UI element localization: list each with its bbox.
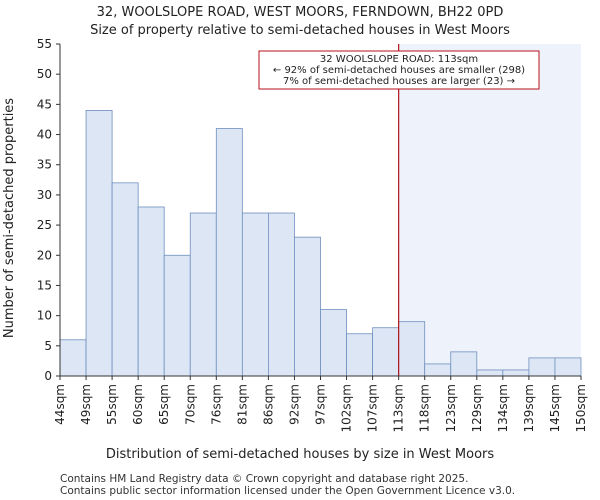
annotation-frame [258,50,540,90]
x-tick-label: 139sqm [522,384,536,432]
annotation-box: 32 WOOLSLOPE ROAD: 113sqm ← 92% of semi-… [258,50,540,90]
footer-line2: Contains public sector information licen… [60,485,515,497]
bar-123sqm [450,351,478,377]
x-tick-label: 97sqm [314,384,328,425]
x-ticks-group: 44sqm 49sqm 55sqm 60sqm 65sqm 70sqm 76sqm 81sqm… [53,376,588,432]
y-tick-label: 10 [37,309,52,323]
chart-title-line2: Size of property relative to semi-detach… [90,23,510,38]
bar-102sqm [346,333,373,377]
larger-properties-region [398,44,581,376]
x-tick-label: 150sqm [574,384,588,432]
y-tick-label: 50 [37,67,52,81]
annotation-line2: ← 92% of semi-detached houses are smalle… [273,65,525,76]
x-tick-label: 55sqm [105,384,119,425]
bar-76sqm [215,128,243,377]
y-tick-label: 55 [37,37,52,51]
y-tick-label: 15 [37,278,52,292]
x-tick-label: 44sqm [53,384,67,425]
x-tick-label: 81sqm [235,384,249,425]
x-tick-label: 102sqm [340,384,354,432]
bar-139sqm [528,357,556,377]
bars-group [59,110,582,377]
y-tick-label: 30 [37,188,52,202]
x-tick-label: 118sqm [418,384,432,432]
bar-97sqm [320,309,347,377]
bar-92sqm [294,236,321,377]
x-tick-label: 65sqm [157,384,171,425]
x-axis-label: Distribution of semi-detached houses by … [106,447,495,462]
bar-86sqm [267,212,295,377]
annotation-line3: 7% of semi-detached houses are larger (2… [283,76,515,87]
y-tick-label: 45 [37,97,52,111]
bar-145sqm [554,357,582,377]
chart-title-line1: 32, WOOLSLOPE ROAD, WEST MOORS, FERNDOWN… [97,5,504,20]
y-tick-label: 25 [37,218,52,232]
x-tick-label: 129sqm [470,384,484,432]
bar-81sqm [241,212,269,377]
bar-70sqm [189,212,217,377]
bar-134sqm [502,369,530,377]
x-tick-label: 49sqm [79,384,93,425]
x-tick-label: 86sqm [261,384,275,425]
y-axis-label: Number of semi-detached properties [2,98,17,338]
bar-55sqm [111,182,139,377]
footer-line1: Contains HM Land Registry data © Crown c… [60,473,468,485]
annotation-line1: 32 WOOLSLOPE ROAD: 113sqm [320,54,478,65]
y-tick-label: 5 [44,339,52,353]
y-tick-label: 20 [37,248,52,262]
y-tick-label: 0 [44,369,52,383]
bar-49sqm [85,110,113,377]
bar-113sqm [398,321,426,377]
bar-60sqm [137,206,165,377]
x-tick-label: 123sqm [444,384,458,432]
bar-107sqm [372,327,400,377]
bar-118sqm [424,363,452,377]
bar-44sqm [59,339,87,377]
y-tick-label: 40 [37,128,52,142]
x-tick-label: 107sqm [366,384,380,432]
y-ticks-group: 0 5 10 15 20 25 30 35 40 45 50 55 [37,37,60,383]
x-tick-label: 70sqm [183,384,197,425]
bar-65sqm [163,254,191,377]
bar-129sqm [476,369,504,377]
x-tick-label: 113sqm [392,384,406,432]
x-tick-label: 60sqm [131,384,145,425]
x-tick-label: 92sqm [287,384,301,425]
y-tick-label: 35 [37,158,52,172]
x-tick-label: 76sqm [209,384,223,425]
x-tick-label: 145sqm [548,384,562,432]
x-tick-label: 134sqm [496,384,510,432]
